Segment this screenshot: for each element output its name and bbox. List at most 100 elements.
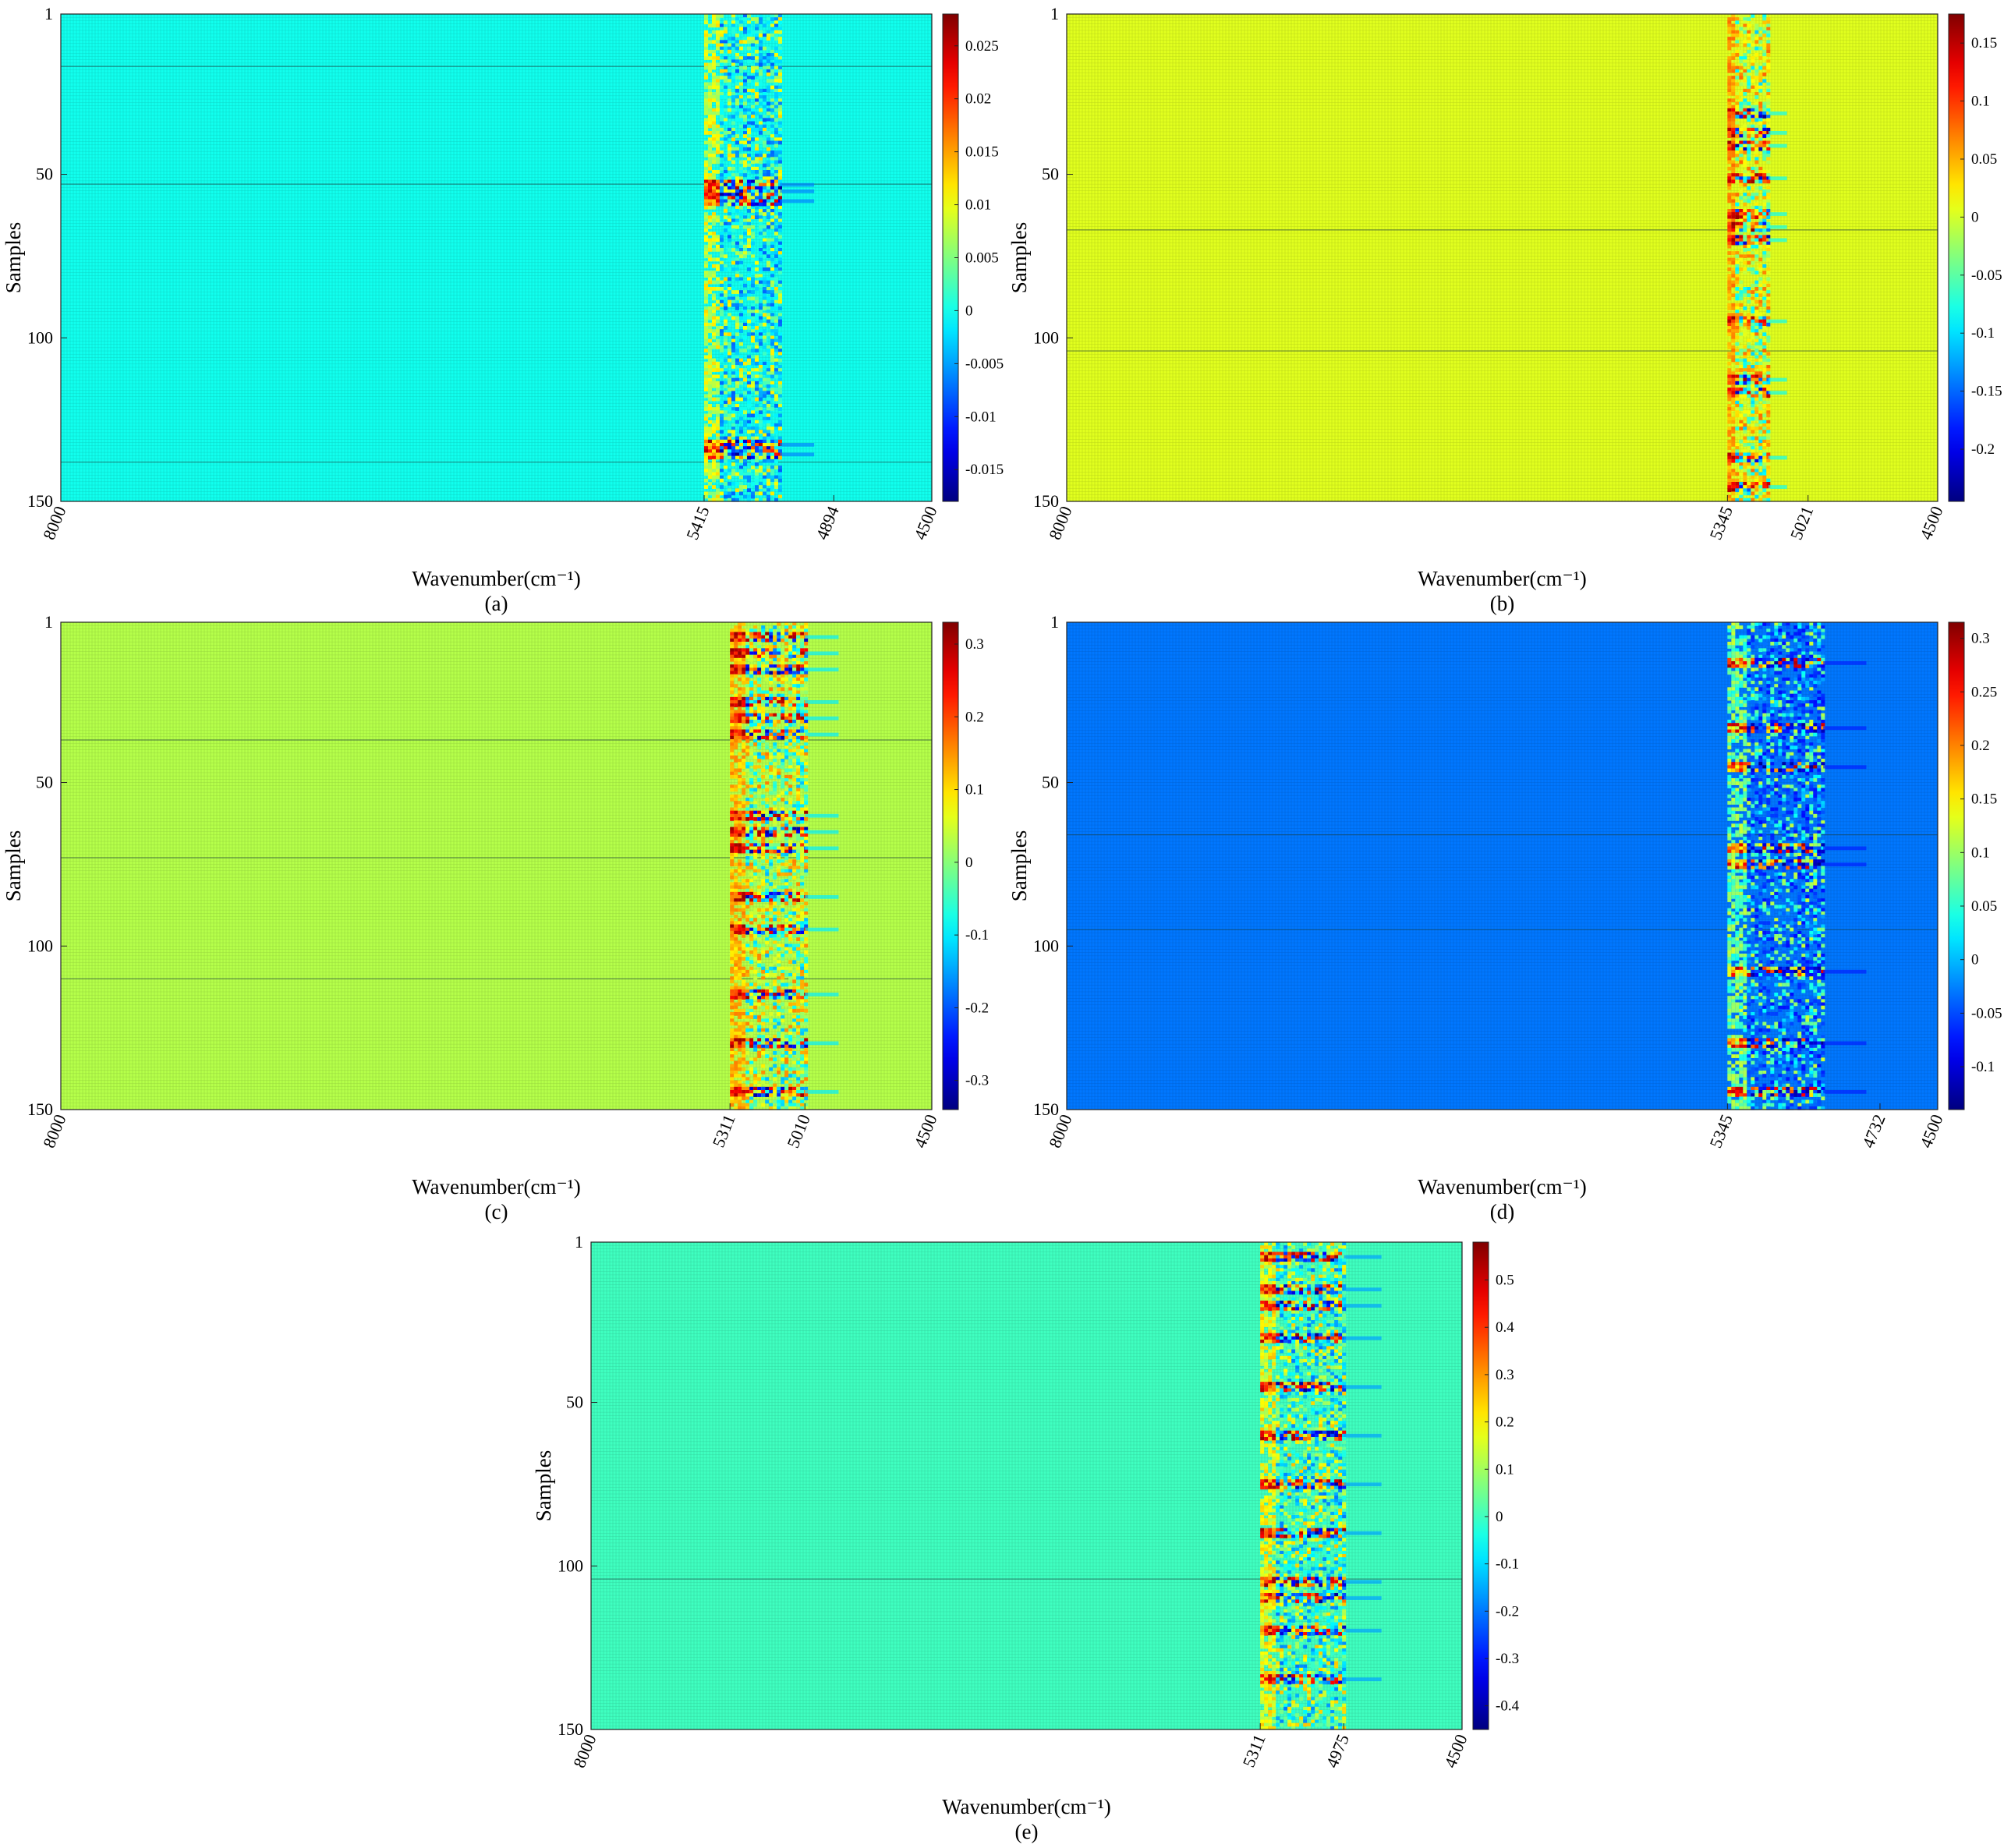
- heatmap-cell: [707, 338, 712, 343]
- heatmap-cell: [746, 140, 751, 145]
- heatmap-cell: [758, 430, 763, 434]
- heatmap-cell: [750, 482, 755, 486]
- heatmap-cell: [770, 189, 774, 193]
- heatmap-cell: [707, 199, 712, 204]
- heatmap-cell: [762, 478, 767, 483]
- heatmap-cell: [746, 199, 751, 204]
- heatmap-cell: [711, 143, 716, 148]
- heatmap-cell: [1754, 69, 1759, 73]
- heatmap-cell: [1751, 147, 1755, 151]
- heatmap-cell: [1758, 176, 1763, 181]
- heatmap-cell: [754, 349, 759, 352]
- heatmap-cell: [719, 127, 724, 132]
- heatmap-cell: [770, 384, 774, 388]
- heatmap-cell: [735, 225, 739, 229]
- heatmap-cell: [1727, 79, 1732, 83]
- heatmap-cell: [1762, 462, 1767, 466]
- heatmap-cell: [788, 632, 793, 636]
- heatmap-cell: [707, 439, 712, 444]
- heatmap-cell: [731, 472, 735, 476]
- heatmap-cell: [719, 313, 724, 317]
- heatmap-cell: [770, 306, 774, 310]
- heatmap-cell: [1735, 115, 1740, 119]
- heatmap-cell: [731, 397, 735, 402]
- heatmap-cell: [1758, 108, 1763, 112]
- heatmap-cell: [1762, 458, 1767, 463]
- heatmap-cell: [766, 439, 770, 444]
- heatmap-cell: [754, 193, 759, 196]
- heatmap-cell: [758, 179, 763, 184]
- heatmap-cell: [762, 420, 767, 424]
- heatmap-cell: [746, 232, 751, 235]
- heatmap-cell: [738, 112, 743, 115]
- heatmap-cell: [1731, 196, 1736, 200]
- heatmap-cell: [1754, 205, 1759, 210]
- heatmap-cell: [750, 95, 755, 99]
- heatmap-cell: [758, 335, 763, 340]
- heatmap-cell: [1727, 121, 1732, 126]
- heatmap-cell: [1727, 277, 1732, 281]
- heatmap-cell: [1758, 257, 1763, 262]
- heatmap-cell: [1758, 458, 1763, 463]
- heatmap-cell: [1758, 85, 1763, 90]
- heatmap-cell: [1766, 134, 1771, 138]
- heatmap-cell: [1754, 157, 1759, 161]
- heatmap-cell: [746, 293, 751, 298]
- heatmap-cell: [762, 228, 767, 232]
- heatmap-cell: [734, 635, 738, 639]
- heatmap-cell: [1735, 76, 1740, 80]
- heatmap-cell: [757, 690, 762, 695]
- heatmap-cell: [750, 160, 755, 165]
- heatmap-cell: [1751, 469, 1755, 473]
- heatmap-cell: [796, 661, 801, 665]
- heatmap-cell: [703, 280, 708, 285]
- heatmap-cell: [781, 696, 785, 701]
- heatmap-cell: [757, 657, 762, 662]
- heatmap-cell: [1751, 472, 1755, 476]
- heatmap-cell: [707, 497, 712, 502]
- heatmap-cell: [754, 163, 759, 168]
- heatmap-cell: [777, 244, 782, 249]
- heatmap-cell: [758, 491, 763, 496]
- heatmap-cell: [777, 108, 782, 112]
- heatmap-cell: [1766, 433, 1771, 437]
- heatmap-cell: [703, 92, 708, 96]
- heatmap-cell: [707, 388, 712, 391]
- heatmap-cell: [719, 485, 724, 489]
- heatmap-cell: [719, 251, 724, 255]
- panel-c: 1 50 100 150 Samples 8000 5311 5010 4500 Wavenumb…: [0, 608, 989, 1223]
- heatmap-cell: [1754, 407, 1759, 411]
- heatmap-cell: [742, 163, 747, 168]
- heatmap-cell: [1747, 115, 1751, 119]
- heatmap-cell: [1743, 436, 1747, 441]
- heatmap-cell: [1739, 134, 1744, 138]
- heatmap-cell: [1731, 56, 1736, 60]
- heatmap-cell: [742, 420, 747, 424]
- heatmap-cell: [715, 124, 720, 129]
- heatmap-cell: [738, 466, 743, 469]
- heatmap-cell: [1743, 287, 1747, 291]
- heatmap-cell: [745, 674, 750, 678]
- heatmap-cell: [703, 466, 708, 469]
- heatmap-cell: [750, 267, 755, 271]
- heatmap-cell: [735, 394, 739, 398]
- heatmap-cell: [703, 20, 708, 25]
- heatmap-cell: [1743, 108, 1747, 112]
- heatmap-cell: [1758, 420, 1763, 424]
- heatmap-cell: [1751, 85, 1755, 90]
- heatmap-cell: [1735, 349, 1740, 352]
- heatmap-cell: [742, 46, 747, 51]
- heatmap-cell: [742, 179, 747, 184]
- heatmap-cell: [738, 667, 742, 672]
- heatmap-cell: [753, 651, 758, 656]
- heatmap-cell: [1766, 17, 1771, 21]
- heatmap-cell: [769, 645, 774, 649]
- heatmap-cell: [730, 690, 735, 695]
- heatmap-cell: [758, 137, 763, 142]
- heatmap-cell: [1743, 92, 1747, 96]
- heatmap-cell: [1751, 212, 1755, 216]
- heatmap-cell: [746, 88, 751, 93]
- heatmap-cell: [758, 394, 763, 398]
- heatmap-cell: [754, 20, 759, 25]
